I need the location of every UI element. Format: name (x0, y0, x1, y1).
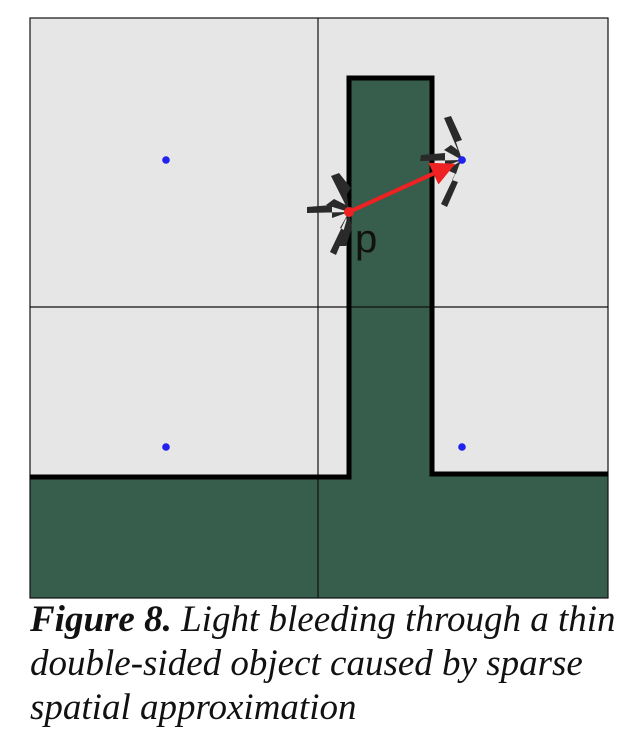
probe-dot-bottom-right (458, 443, 466, 451)
direction-arrows-p (307, 173, 352, 255)
figure-caption-label: Figure 8. (30, 599, 172, 640)
grid-border (29, 17, 609, 599)
figure-caption: Figure 8. Light bleeding through a thin … (30, 598, 620, 730)
probe-dot-top-left (162, 156, 170, 164)
figure-caption-text: Light bleeding through a thin double-sid… (30, 599, 616, 728)
probe-dot-bottom-left (162, 443, 170, 451)
point-p-dot (344, 207, 354, 217)
object-outline (30, 75, 608, 480)
probe-dot-target (458, 156, 466, 164)
figure-diagram: p (29, 17, 609, 599)
solid-object (30, 78, 608, 598)
point-p-label: p (355, 217, 377, 261)
light-ray-arrow (348, 162, 456, 214)
